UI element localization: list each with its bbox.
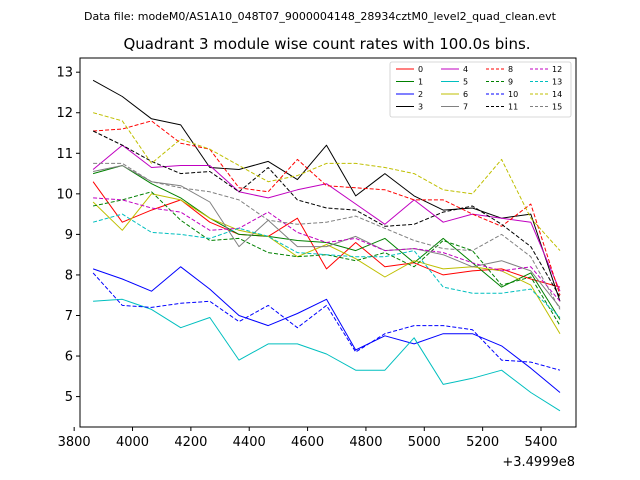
legend-label-13: 13 xyxy=(552,78,562,87)
series-line-3 xyxy=(92,79,561,302)
series-line-2 xyxy=(92,266,561,393)
legend-label-7: 7 xyxy=(463,103,468,112)
y-tick-label: 8 xyxy=(65,268,73,283)
legend-label-0: 0 xyxy=(418,65,423,74)
chart-suptitle: Data file: modeM0/AS1A10_048T07_90000041… xyxy=(84,10,557,23)
y-tick-label: 13 xyxy=(56,66,73,81)
x-tick-label: 3800 xyxy=(58,435,91,450)
series-line-8 xyxy=(93,120,561,296)
x-axis: 3800 4000 4200 4400 4600 4800 5000 5200 5400 xyxy=(58,427,558,450)
x-tick-label: 4000 xyxy=(116,435,149,450)
chart-title: Quadrant 3 module wise count rates with … xyxy=(123,35,530,53)
y-tick-label: 6 xyxy=(65,350,73,365)
series-line-10 xyxy=(92,272,561,371)
y-tick-label: 9 xyxy=(65,228,73,243)
series-line-13 xyxy=(92,213,561,318)
y-tick-label: 5 xyxy=(65,390,73,405)
series-layer xyxy=(92,79,561,412)
y-tick-label: 12 xyxy=(56,106,73,121)
y-tick-label: 7 xyxy=(65,309,73,324)
series-line-12 xyxy=(93,197,561,302)
series-line-6 xyxy=(92,193,561,334)
x-offset-label: +3.4999e8 xyxy=(502,455,575,470)
plot-frame xyxy=(79,57,577,428)
legend-label-11: 11 xyxy=(508,103,518,112)
y-tick-label: 11 xyxy=(56,147,73,162)
y-tick-label: 10 xyxy=(56,187,73,202)
legend-frame xyxy=(389,61,572,118)
series-line-5 xyxy=(93,298,561,412)
series-line-0 xyxy=(92,181,561,288)
x-tick-label: 4600 xyxy=(291,435,324,450)
legend-label-9: 9 xyxy=(508,78,513,87)
series-line-15 xyxy=(93,162,561,310)
x-tick-label: 5400 xyxy=(524,435,557,450)
legend-label-10: 10 xyxy=(508,90,518,99)
legend-label-15: 15 xyxy=(552,103,562,112)
legend-label-2: 2 xyxy=(418,90,423,99)
legend-label-4: 4 xyxy=(463,65,468,74)
series-line-14 xyxy=(92,112,561,251)
legend-label-1: 1 xyxy=(418,78,423,87)
legend-label-8: 8 xyxy=(508,65,513,74)
legend-label-3: 3 xyxy=(418,103,423,112)
legend-label-6: 6 xyxy=(463,90,468,99)
series-line-11 xyxy=(92,130,561,298)
legend-label-5: 5 xyxy=(463,78,468,87)
legend-label-14: 14 xyxy=(552,90,562,99)
x-tick-label: 5200 xyxy=(466,435,499,450)
x-tick-label: 4800 xyxy=(349,435,382,450)
x-tick-label: 4200 xyxy=(174,435,207,450)
legend-label-12: 12 xyxy=(552,65,562,74)
series-line-7 xyxy=(92,165,561,308)
x-tick-label: 4400 xyxy=(233,435,266,450)
x-tick-label: 5000 xyxy=(408,435,441,450)
y-axis: 5 6 7 8 9 10 11 12 13 xyxy=(56,66,80,405)
series-line-4 xyxy=(92,144,561,292)
